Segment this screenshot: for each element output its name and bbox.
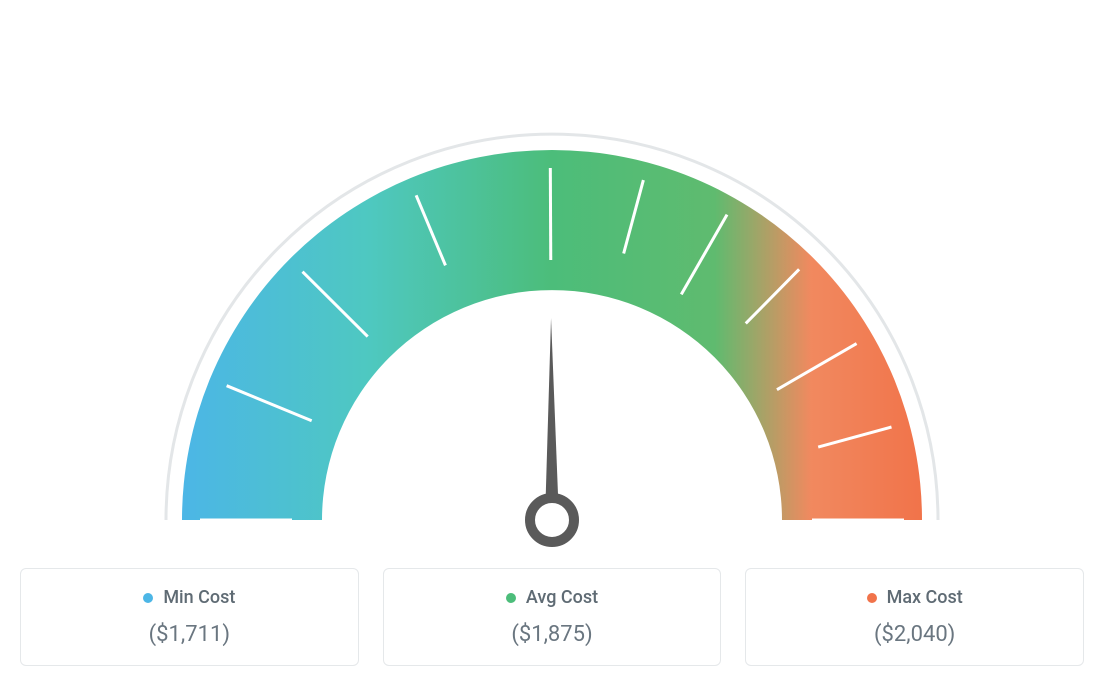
dot-avg xyxy=(506,593,516,603)
label-max: Max Cost xyxy=(887,587,963,608)
card-min: Min Cost ($1,711) xyxy=(20,568,359,666)
label-min: Min Cost xyxy=(163,587,235,608)
gauge-chart: $1,711$1,752$1,793$1,875$1,930$1,985$2,0… xyxy=(20,20,1084,560)
dot-min xyxy=(143,593,153,603)
svg-text:$2,040: $2,040 xyxy=(20,20,52,26)
card-max: Max Cost ($2,040) xyxy=(745,568,1084,666)
dot-max xyxy=(867,593,877,603)
value-avg: ($1,875) xyxy=(406,622,699,647)
value-min: ($1,711) xyxy=(43,622,336,647)
card-avg: Avg Cost ($1,875) xyxy=(383,568,722,666)
legend-cards: Min Cost ($1,711) Avg Cost ($1,875) Max … xyxy=(20,568,1084,666)
value-max: ($2,040) xyxy=(768,622,1061,647)
gauge-svg: $1,711$1,752$1,793$1,875$1,930$1,985$2,0… xyxy=(20,20,1084,560)
label-avg: Avg Cost xyxy=(526,587,598,608)
